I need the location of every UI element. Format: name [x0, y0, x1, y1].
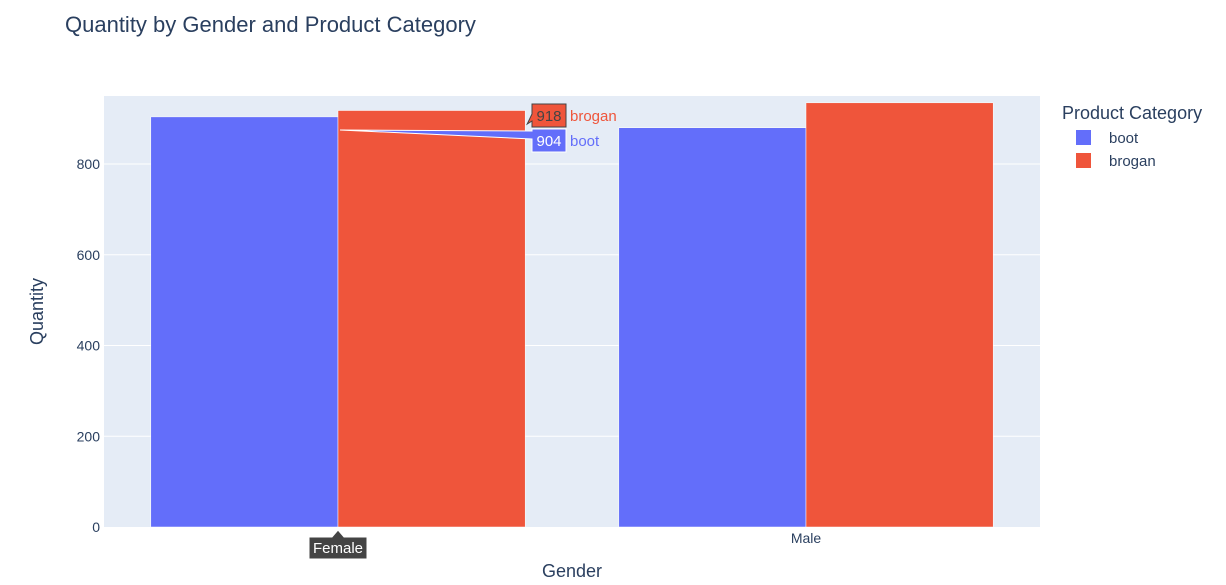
bar-boot-female[interactable]: [150, 116, 339, 528]
y-tick-label: 0: [92, 519, 100, 535]
y-tick-label: 200: [77, 428, 101, 444]
hover-value: 918: [536, 108, 561, 125]
legend: Product Category boot brogan: [1062, 103, 1202, 170]
legend-swatch-boot[interactable]: [1076, 130, 1091, 145]
y-tick-label: 800: [77, 156, 101, 172]
x-tick-label: Male: [791, 530, 822, 546]
legend-label-boot[interactable]: boot: [1109, 130, 1139, 147]
legend-swatch-brogan[interactable]: [1076, 153, 1091, 168]
hover-axis-text: Female: [313, 540, 363, 557]
hover-series-name: brogan: [570, 108, 617, 125]
hover-tooltips: 918 brogan 904 boot Female: [308, 103, 617, 560]
y-tick-label: 600: [77, 247, 101, 263]
chart-title: Quantity by Gender and Product Category: [65, 12, 476, 37]
legend-label-brogan[interactable]: brogan: [1109, 153, 1156, 170]
y-axis-title: Quantity: [27, 278, 47, 345]
hover-axis-label: Female: [308, 529, 368, 560]
hover-label-boot: 904 boot: [339, 128, 600, 153]
legend-title: Product Category: [1062, 103, 1202, 123]
x-tick-labels: Male: [791, 530, 822, 546]
bar-boot-male[interactable]: [618, 127, 807, 528]
hover-series-name: boot: [570, 133, 600, 150]
y-tick-label: 400: [77, 338, 101, 354]
hover-label-brogan: 918 brogan: [526, 103, 617, 128]
y-tick-labels: 0 200 400 600 800: [77, 156, 101, 535]
bar-brogan-male[interactable]: [805, 102, 994, 528]
hover-value: 904: [536, 133, 561, 150]
x-axis-title: Gender: [542, 561, 602, 581]
bars-group: [150, 102, 994, 528]
bar-brogan-female[interactable]: [337, 110, 526, 528]
